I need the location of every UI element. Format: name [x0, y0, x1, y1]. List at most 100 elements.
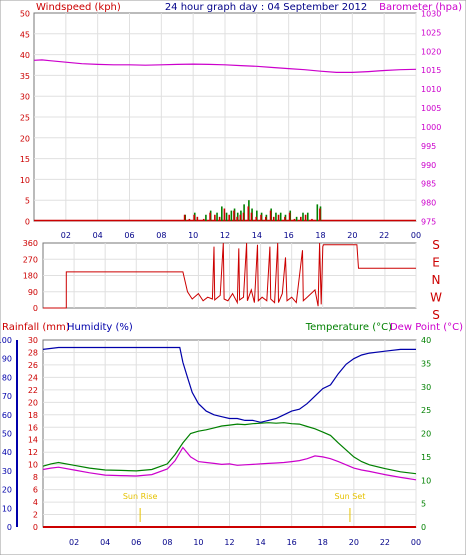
barometer-tick-label: 980 — [421, 199, 436, 208]
panel-temp-humidity-marks — [16, 340, 417, 528]
graph-title: 24 hour graph day : 04 September 2012 — [165, 2, 367, 13]
temperature-tick-label: 30 — [421, 383, 431, 392]
x-tick-label: 12 — [220, 231, 230, 240]
windspeed-tick-label: 40 — [20, 51, 30, 60]
compass-label: S — [432, 238, 440, 252]
barometer-tick-label: 975 — [421, 218, 436, 227]
temperature-tick-label: 15 — [421, 453, 431, 462]
panel-wind-baro-marks — [33, 59, 417, 222]
barometer-tick-label: 1030 — [421, 10, 441, 19]
x-tick-label: 14 — [255, 538, 265, 547]
temperature-tick-label: 25 — [421, 406, 431, 415]
panel-wind-baro-grid — [34, 13, 417, 221]
windspeed-tick-label: 45 — [20, 30, 30, 39]
x-tick-label: 02 — [61, 231, 71, 240]
windspeed-tick-label: 25 — [20, 114, 30, 123]
rainfall-tick-label: 2 — [33, 511, 38, 520]
barometer-axis-label: Barometer (hpa) — [379, 2, 462, 13]
humidity-ticks: 0 10 20 30 40 50 60 70 80 90 100 — [0, 336, 12, 532]
compass-label: W — [430, 291, 442, 305]
windspeed-ticks: 0 5 10 15 20 25 30 35 40 45 50 — [20, 10, 30, 227]
x-tick-label: 08 — [156, 231, 166, 240]
humidity-tick-label: 30 — [2, 467, 12, 476]
rainfall-tick-label: 4 — [33, 498, 38, 507]
x-tick-label: 04 — [93, 231, 103, 240]
barometer-tick-label: 1010 — [421, 85, 441, 94]
rainfall-tick-label: 0 — [33, 523, 38, 532]
panel-temp-humidity-grid — [43, 340, 417, 527]
x-tick-label: 18 — [315, 231, 325, 240]
rainfall-tick-label: 8 — [33, 473, 38, 482]
humidity-line — [42, 346, 416, 423]
sunrise-label: Sun Rise — [123, 492, 158, 501]
humidity-tick-label: 10 — [2, 504, 12, 513]
x-tick-label: 16 — [284, 231, 294, 240]
barometer-line — [33, 59, 417, 73]
rainfall-tick-label: 10 — [28, 461, 38, 470]
temperature-tick-label: 20 — [421, 430, 431, 439]
barometer-tick-label: 990 — [421, 161, 436, 170]
barometer-tick-label: 1025 — [421, 28, 441, 37]
x-tick-label: 00 — [411, 538, 421, 547]
windspeed-tick-label: 35 — [20, 72, 30, 81]
temperature-ticks: 0 5 10 15 20 25 30 35 40 — [421, 336, 431, 532]
x-tick-label: 06 — [131, 538, 141, 547]
x-tick-label: 22 — [380, 538, 390, 547]
barometer-tick-label: 985 — [421, 180, 436, 189]
x-tick-label: 02 — [69, 538, 79, 547]
temperature-tick-label: 0 — [421, 523, 426, 532]
dewpoint-line — [42, 446, 417, 481]
barometer-ticks: 975 980 985 990 995 1000 1005 1010 1015 1020 1025 1… — [421, 10, 441, 227]
rainfall-tick-label: 12 — [28, 448, 38, 457]
direction-tick-label: 270 — [23, 255, 38, 264]
humidity-tick-label: 80 — [2, 373, 12, 382]
x-tick-label: 20 — [347, 231, 357, 240]
rainfall-tick-label: 22 — [28, 386, 38, 395]
direction-tick-label: 180 — [23, 272, 38, 281]
x-tick-label: 16 — [287, 538, 297, 547]
windspeed-tick-label: 10 — [20, 176, 30, 185]
temperature-tick-label: 40 — [421, 336, 431, 345]
sunset-label: Sun Set — [334, 492, 365, 501]
panel-wind-baro-x-ticks: 02 04 06 08 10 12 14 16 18 20 22 00 — [61, 231, 421, 240]
x-tick-label: 06 — [124, 231, 134, 240]
x-tick-label: 20 — [349, 538, 359, 547]
humidity-tick-label: 50 — [2, 430, 12, 439]
humidity-tick-label: 70 — [2, 392, 12, 401]
humidity-tick-label: 100 — [0, 336, 12, 345]
rainfall-tick-label: 6 — [33, 486, 38, 495]
windspeed-tick-label: 50 — [20, 10, 30, 19]
temperature-axis-label: Temperature (°C) — [305, 322, 392, 333]
windspeed-tick-label: 5 — [25, 197, 30, 206]
rainfall-tick-label: 14 — [28, 436, 38, 445]
x-tick-label: 04 — [100, 538, 110, 547]
direction-tick-label: 90 — [28, 288, 38, 297]
barometer-tick-label: 1000 — [421, 123, 441, 132]
windspeed-tick-label: 15 — [20, 155, 30, 164]
windspeed-tick-label: 30 — [20, 93, 30, 102]
x-tick-label: 10 — [193, 538, 203, 547]
x-tick-label: 18 — [318, 538, 328, 547]
x-tick-label: 10 — [188, 231, 198, 240]
barometer-tick-label: 995 — [421, 142, 436, 151]
x-tick-label: 22 — [379, 231, 389, 240]
barometer-tick-label: 1015 — [421, 66, 441, 75]
barometer-tick-label: 1005 — [421, 104, 441, 113]
panel-temp-humidity-x-ticks: 02 04 06 08 10 12 14 16 18 20 22 00 — [69, 538, 421, 547]
windspeed-tick-label: 20 — [20, 134, 30, 143]
rainfall-tick-label: 24 — [28, 373, 38, 382]
compass-label: E — [432, 256, 440, 270]
windspeed-axis-label: Windspeed (kph) — [36, 2, 121, 13]
compass-label: S — [432, 308, 440, 322]
temperature-line — [42, 422, 417, 475]
humidity-tick-label: 60 — [2, 411, 12, 420]
temperature-tick-label: 10 — [421, 476, 431, 485]
windspeed-tick-label: 0 — [25, 218, 30, 227]
rainfall-tick-label: 28 — [28, 348, 38, 357]
x-tick-label: 14 — [252, 231, 262, 240]
barometer-tick-label: 1020 — [421, 47, 441, 56]
